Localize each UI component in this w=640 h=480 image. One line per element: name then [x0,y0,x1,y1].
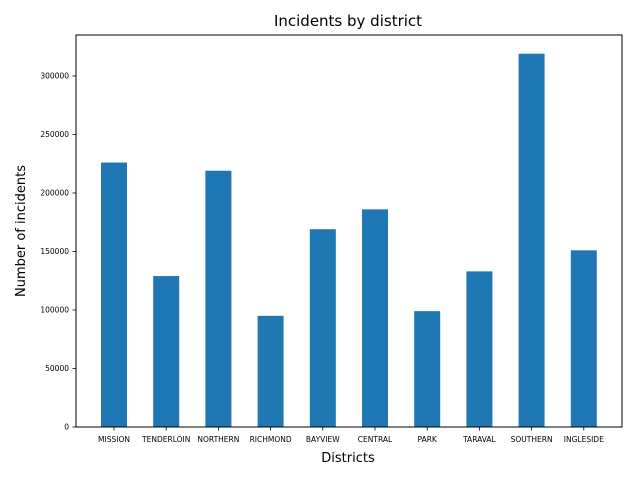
bar-taraval [466,271,493,427]
bar-ingleside [570,250,597,427]
x-tick-label: SOUTHERN [511,435,553,444]
x-tick-label: PARK [418,435,438,444]
x-tick-label: TENDERLOIN [141,435,190,444]
plot-frame [75,34,623,428]
x-tick-label: NORTHERN [197,435,239,444]
x-tick-label: RICHMOND [250,435,292,444]
y-tick-label: 200000 [40,189,69,198]
y-tick-label: 300000 [40,72,69,81]
bar-tenderloin [153,276,180,427]
x-tick-label: CENTRAL [358,435,393,444]
bar-mission [101,162,127,427]
bar-bayview [309,229,336,427]
x-tick-label: INGLESIDE [564,435,604,444]
bar-richmond [257,315,284,427]
y-axis-ticks: 0 50000 100000 150000 200000 250000 300000 [40,72,76,432]
x-tick-label: TARAVAL [462,435,496,444]
x-tick-label: MISSION [98,435,130,444]
y-tick-label: 250000 [40,130,69,139]
bar-central [362,209,388,427]
bar-park [414,311,441,427]
bar-southern [518,53,545,428]
bar-northern [205,170,232,428]
x-tick-label: BAYVIEW [306,435,340,444]
y-tick-label: 150000 [40,247,69,256]
y-axis-label: Number of incidents [14,165,29,297]
y-tick-label: 50000 [45,364,69,373]
x-axis-ticks: MISSION TENDERLOIN NORTHERN RICHMOND BAYVIEW… [98,427,604,444]
y-tick-label: 100000 [40,306,69,315]
chart-title: Incidents by district [274,12,422,30]
x-axis-label: Districts [321,451,375,466]
y-tick-label: 0 [64,423,69,432]
bars-group [101,53,597,428]
